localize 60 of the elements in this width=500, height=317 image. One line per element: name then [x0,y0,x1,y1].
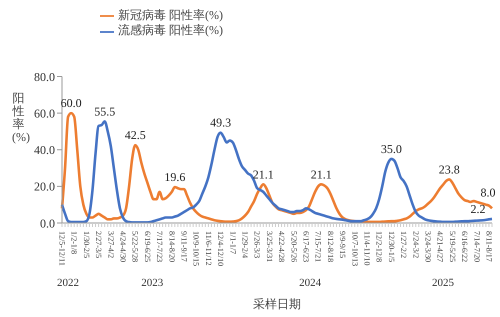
x-tick-label: 9/11-9/17 [179,231,188,262]
x-tick-label: 11/4-11/10 [362,231,372,266]
x-tick-label: 9/9-9/15 [338,231,348,258]
y-tick-label: 20.0 [34,180,55,194]
y-tick-label: 80.0 [34,70,55,84]
legend-label: 流感病毒 阳性率(%) [118,23,223,38]
x-tick-label: 1/1-1/7 [228,231,238,254]
x-tick-label: 2/24-3/2 [411,231,420,258]
x-tick-label: 12/2-12/8 [374,231,384,262]
data-label: 21.1 [310,167,332,182]
x-tick-label: 4/24-4/30 [118,231,128,262]
x-tick-label: 6/17-6/23 [301,231,310,262]
x-tick-label: 1/27-2/2 [399,231,408,258]
y-tick-label: 40.0 [34,143,55,158]
text: 2023 [140,277,164,289]
x-tick-label: 12/5-12/11 [58,231,66,266]
data-label: 19.6 [164,170,186,184]
x-tick-label: 5/19-5/25 [448,231,457,262]
x-tick-label: 7/15-7/21 [314,231,323,262]
x-tick-label: 5/20-5/26 [289,231,298,262]
x-tick-label: 8/12-8/18 [326,231,335,262]
data-label: 49.3 [210,116,232,130]
x-tick-label: 8/11-8/17 [484,231,494,262]
text: 2022 [56,277,80,289]
x-tick-label: 5/22-5/28 [130,231,140,262]
x-tick-label: 3/27-4/2 [106,231,116,258]
legend-label: 新冠病毒 阳性率(%) [118,8,223,22]
x-tick-label: 12/30-1/5 [386,231,396,262]
x-tick-label: 1/29-2/4 [240,231,250,258]
data-label: 42.5 [124,128,146,142]
y-axis-title: 阳性率(%) [12,91,30,144]
y-tick-label: 60.0 [34,106,55,120]
data-label: 21.1 [252,167,274,182]
x-tick-label: 4/21-4/27 [436,231,445,262]
x-tick-label: 1/2-1/8 [70,231,79,254]
x-tick-label: 2/26-3/3 [252,231,262,258]
x-tick-label: 10/9-10/15 [192,231,201,266]
y-tick-label: 0.0 [40,216,55,230]
x-tick-label: 3/25-3/31 [264,231,274,262]
data-label: 35.0 [380,142,402,156]
data-label: 60.0 [60,96,82,110]
x-tick-label: 7/14-7/20 [472,231,482,262]
x-tick-label: 12/4-12/10 [216,231,226,266]
x-tick-label: 1/30-2/5 [82,231,91,258]
data-label: 55.5 [94,104,116,118]
x-tick-label: 4/22-4/28 [277,231,286,262]
x-tick-label: 3/24-3/30 [423,231,432,262]
text: 2025 [430,277,455,289]
data-label: 23.8 [438,162,460,176]
data-label: 8.0 [480,185,496,200]
x-tick-label: 6/16-6/22 [460,231,470,262]
x-tick-label: 11/6-11/12 [204,231,213,266]
text: 2024 [298,277,322,289]
x-axis-title: 采样日期 [252,296,302,313]
x-tick-label: 6/19-6/25 [142,231,152,262]
x-tick-label: 2/27-3/5 [94,231,104,258]
x-tick-label: 7/17-7/23 [155,231,164,262]
x-tick-label: 8/14-8/20 [167,231,176,262]
data-label: 2.2 [470,202,486,216]
x-tick-label: 10/7-10/13 [350,231,360,266]
